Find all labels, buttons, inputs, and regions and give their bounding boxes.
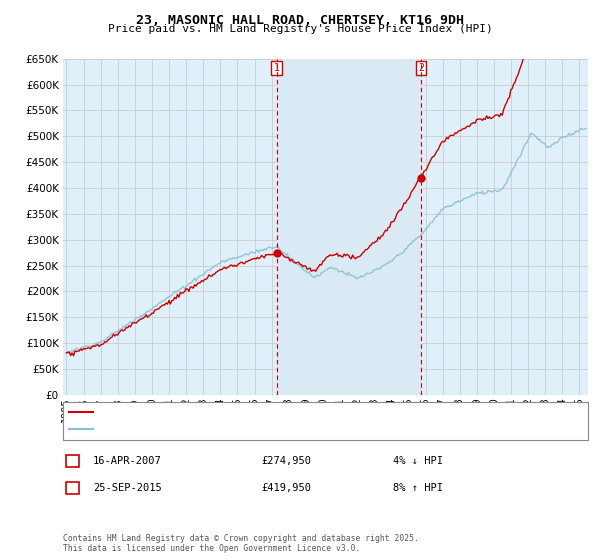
Text: Price paid vs. HM Land Registry's House Price Index (HPI): Price paid vs. HM Land Registry's House … (107, 24, 493, 34)
Text: 25-SEP-2015: 25-SEP-2015 (93, 483, 162, 493)
Text: 2: 2 (418, 63, 424, 73)
Text: 1: 1 (70, 456, 76, 466)
Text: 23, MASONIC HALL ROAD, CHERTSEY, KT16 9DH (semi-detached house): 23, MASONIC HALL ROAD, CHERTSEY, KT16 9D… (99, 408, 437, 417)
Text: 23, MASONIC HALL ROAD, CHERTSEY, KT16 9DH: 23, MASONIC HALL ROAD, CHERTSEY, KT16 9D… (136, 14, 464, 27)
Text: 4% ↓ HPI: 4% ↓ HPI (393, 456, 443, 466)
Text: £274,950: £274,950 (261, 456, 311, 466)
Text: 1: 1 (274, 63, 280, 73)
Text: 2: 2 (70, 483, 76, 493)
Text: Contains HM Land Registry data © Crown copyright and database right 2025.
This d: Contains HM Land Registry data © Crown c… (63, 534, 419, 553)
Text: 16-APR-2007: 16-APR-2007 (93, 456, 162, 466)
Bar (277, 59, 421, 395)
Text: HPI: Average price, semi-detached house, Runnymede: HPI: Average price, semi-detached house,… (99, 424, 368, 433)
Text: 8% ↑ HPI: 8% ↑ HPI (393, 483, 443, 493)
Text: £419,950: £419,950 (261, 483, 311, 493)
